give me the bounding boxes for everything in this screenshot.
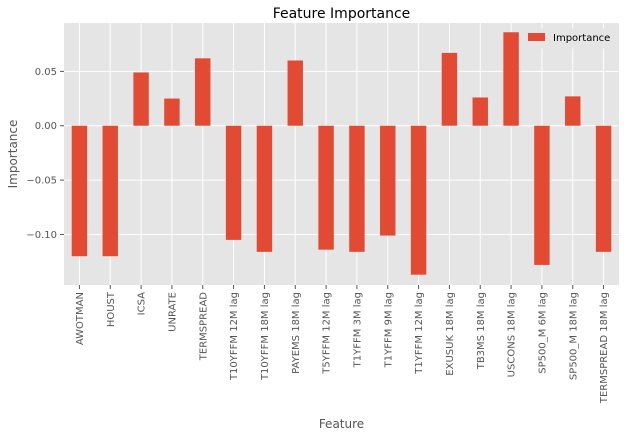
x-tick-label: TERMSPREAD [198,292,209,361]
x-tick-label: T10YFFM 12M lag [229,292,240,381]
x-tick-label: T1YFFM 3M lag [352,292,363,368]
y-axis-title: Importance [6,120,20,189]
chart-title: Feature Importance [273,6,411,22]
bar-uscons-18m-lag [503,32,519,126]
bar-houst [102,125,118,257]
x-tick-label: T5YFFM 12M lag [322,292,333,375]
bar-awotman [71,125,88,257]
x-tick-label: TERMSPREAD 18M lag [599,292,610,404]
bar-unrate [164,98,180,126]
x-axis-title: Feature [319,417,364,431]
legend: Importance [520,28,616,49]
bar-t1yffm-9m-lag [380,125,396,236]
x-tick-label: SP500_M 18M lag [568,292,579,380]
bar-termspread-18m-lag [595,125,612,252]
y-tick-label: −0.10 [26,230,57,241]
bar-icsa [133,72,149,126]
bar-exusuk-18m-lag [441,52,458,126]
y-axis-ticks: −0.10 −0.05 0.00 0.05 [26,67,64,241]
x-tick-label: TB3MS 18M lag [476,292,487,370]
bar-t10yffm-18m-lag [256,125,273,252]
x-tick-label: PAYEMS 18M lag [291,292,302,374]
legend-swatch [528,33,545,41]
bar-t1yffm-3m-lag [349,125,365,252]
bar-sp500-m-6m-lag [534,125,550,265]
x-tick-label: HOUST [106,291,117,327]
y-tick-label: −0.05 [26,176,57,187]
bar-t1yffm-12m-lag [410,125,427,275]
bars [71,32,612,275]
x-tick-label: ICSA [137,292,148,315]
y-tick-label: 0.05 [35,67,57,78]
bar-tb3ms-18m-lag [472,97,488,126]
y-tick-label: 0.00 [35,121,57,132]
x-axis-ticks: AWOTMAN HOUST ICSA UNRATE TERMSPREAD T10YFFM … [75,285,610,404]
bar-payems-18m-lag [287,60,303,126]
x-tick-label: AWOTMAN [75,292,86,345]
x-tick-label: T10YFFM 18M lag [260,292,271,381]
bar-termspread [195,58,211,126]
plot-area [64,23,619,285]
legend-label: Importance [553,33,610,44]
x-tick-label: T1YFFM 12M lag [414,292,425,375]
x-tick-label: SP500_M 6M lag [537,292,548,374]
bar-t10yffm-12m-lag [225,125,242,240]
bar-t5yffm-12m-lag [318,125,334,250]
x-tick-label: EXUSUK 18M lag [445,292,456,376]
x-tick-label: USCONS 18M lag [507,292,518,377]
x-tick-label: T1YFFM 9M lag [383,292,394,368]
x-tick-label: UNRATE [167,292,178,332]
bar-sp500-m-18m-lag [565,96,581,126]
